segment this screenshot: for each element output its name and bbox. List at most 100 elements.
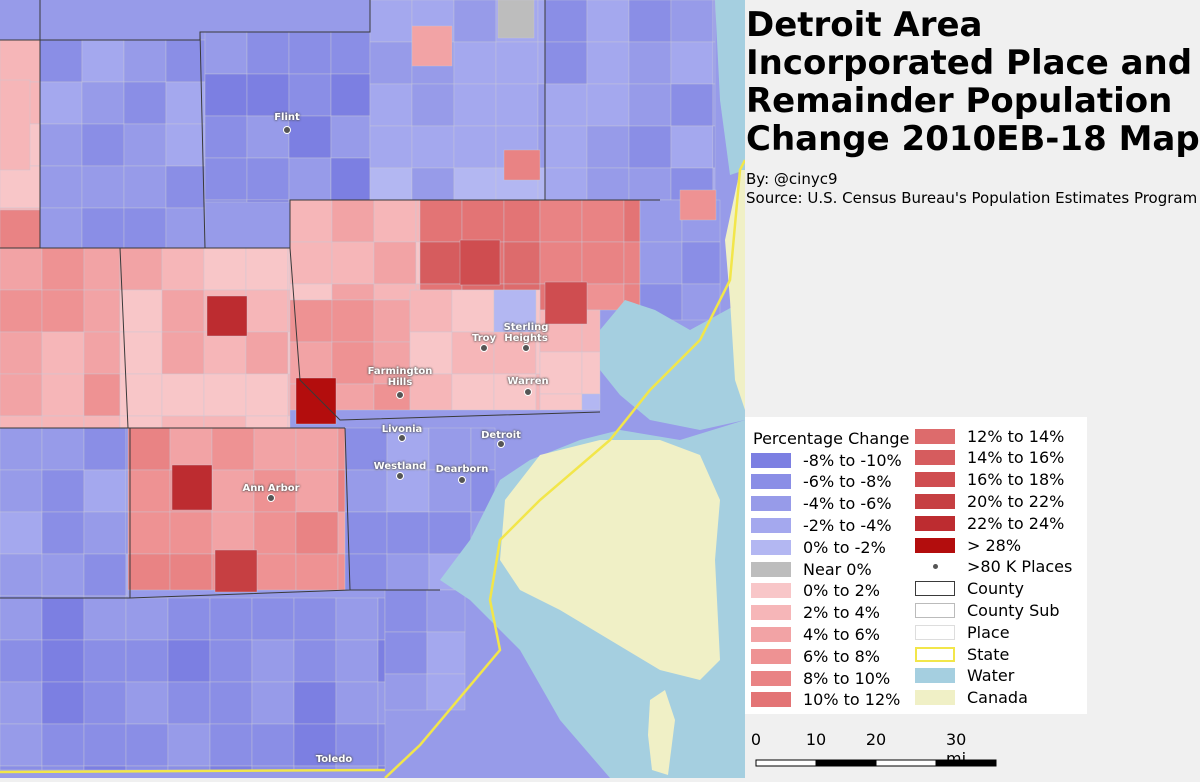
township-cell <box>0 247 43 291</box>
township-cell <box>0 427 43 471</box>
legend-label: State <box>967 644 1010 664</box>
township-cell <box>161 247 205 291</box>
township-cell <box>41 373 85 417</box>
scale-bar: 0 10 20 30 mi <box>746 730 1006 778</box>
township-cell <box>127 553 171 591</box>
township-cell <box>289 241 333 285</box>
legend-item: 12% to 14% <box>915 425 1064 447</box>
place-dot <box>524 388 532 396</box>
township-cell <box>41 427 85 471</box>
legend-label: -4% to -6% <box>803 494 892 514</box>
place-dot <box>480 344 488 352</box>
township-cell <box>167 639 211 683</box>
township-cell <box>0 79 31 171</box>
township-cell <box>0 331 43 375</box>
township-cell <box>123 39 167 83</box>
county-boundaries <box>0 0 660 599</box>
township-cell <box>83 511 127 555</box>
township-cell <box>586 83 630 127</box>
township-cell <box>586 0 630 43</box>
township-cell <box>411 125 455 169</box>
legend-item: -2% to -4% <box>751 514 892 536</box>
place-label-line: Heights <box>504 333 548 344</box>
township-cell <box>165 165 206 209</box>
township-cell <box>127 469 171 513</box>
legend-item: Place <box>915 621 1010 643</box>
township-cell <box>586 125 630 169</box>
township-cell <box>623 199 641 243</box>
legend-item: State <box>915 643 1009 665</box>
township-cell <box>453 167 497 201</box>
township-cell <box>539 393 583 411</box>
legend-item: 14% to 16% <box>915 447 1064 469</box>
township-cell <box>41 331 85 375</box>
township-cell <box>453 125 497 169</box>
township-cell <box>41 723 85 767</box>
township-cell <box>344 469 388 513</box>
legend-item: County Sub <box>915 599 1060 621</box>
place-dot <box>267 494 275 502</box>
township-cell <box>373 383 411 411</box>
county-subdivision-grid <box>0 0 721 771</box>
township-cell <box>251 681 295 725</box>
township-cell <box>453 41 497 85</box>
township-cell <box>330 73 371 117</box>
legend-item: > 28% <box>915 534 1021 556</box>
township-cell <box>169 511 213 555</box>
township-cell <box>409 331 453 375</box>
township-cell <box>0 209 41 251</box>
township-cell <box>81 123 125 167</box>
legend-swatch <box>751 648 791 664</box>
township-cell <box>204 115 248 159</box>
township-cell <box>203 331 247 375</box>
township-cell <box>670 0 714 43</box>
legend-item: 2% to 4% <box>751 602 880 624</box>
township-cell <box>287 331 291 375</box>
township-cell <box>503 283 541 291</box>
township-cell <box>83 247 121 291</box>
place-label-line: Westland <box>373 461 427 472</box>
legend-label: -2% to -4% <box>803 515 892 535</box>
legend-label: County Sub <box>967 600 1060 620</box>
township-cell <box>83 415 121 429</box>
township-cell <box>415 241 421 285</box>
township-cell <box>83 289 121 333</box>
legend-swatch <box>751 452 791 468</box>
township-cell <box>119 289 163 333</box>
legend-swatch <box>915 450 955 466</box>
legend-swatch <box>751 539 791 555</box>
map-panel[interactable]: Flint Troy Sterling Heights Farmington Hills W… <box>0 0 745 778</box>
choropleth-map[interactable] <box>0 0 745 778</box>
place-label-line: Farmington <box>367 366 433 377</box>
township-cell <box>41 289 85 333</box>
township-cell <box>287 289 291 333</box>
township-cell <box>288 73 332 117</box>
legend-item: 20% to 22% <box>915 490 1064 512</box>
township-cell <box>81 39 125 83</box>
township-cell <box>681 283 721 321</box>
township-cell <box>169 427 213 471</box>
township-cell <box>712 83 716 127</box>
township-cell <box>330 115 371 159</box>
legend-label: 4% to 6% <box>803 624 880 644</box>
township-cell <box>83 765 127 771</box>
township-cell <box>288 31 332 75</box>
township-cell <box>384 589 428 633</box>
township-cell <box>83 469 127 513</box>
township-cell <box>670 125 714 169</box>
township-cell <box>539 199 583 243</box>
township-cell <box>681 241 721 285</box>
township-cell <box>0 553 43 597</box>
township-cell <box>411 25 453 67</box>
township-cell <box>331 283 375 301</box>
legend-label: 0% to -2% <box>803 537 886 557</box>
township-cell <box>415 199 421 243</box>
legend-item: -8% to -10% <box>751 449 902 471</box>
state-boundary <box>0 159 745 778</box>
township-cell <box>628 83 672 127</box>
scale-segment <box>815 759 877 767</box>
township-cell <box>295 511 339 555</box>
scale-tick-label: 0 <box>750 730 762 749</box>
township-cell <box>495 41 539 85</box>
township-cell <box>246 199 290 203</box>
